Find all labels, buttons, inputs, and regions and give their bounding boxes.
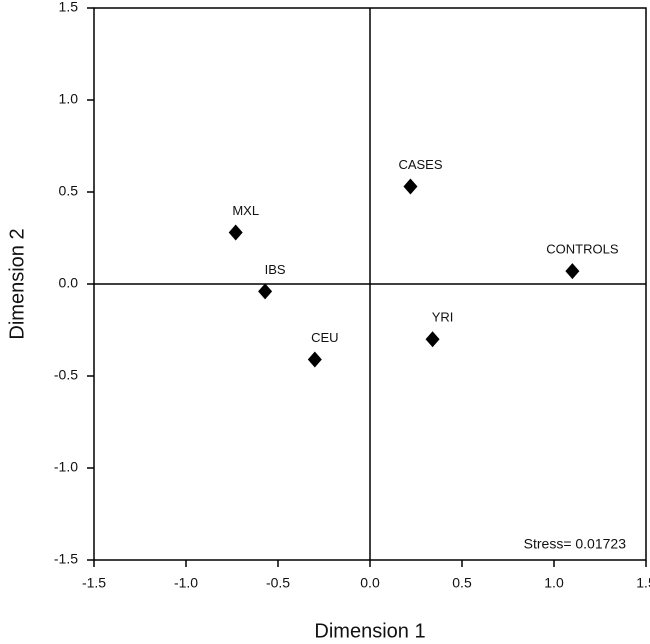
x-tick-label: 1.5 <box>636 575 650 591</box>
point <box>565 263 580 280</box>
x-tick-label: -1.5 <box>82 575 106 591</box>
point <box>403 178 418 195</box>
point-label: CONTROLS <box>546 242 619 257</box>
point <box>228 224 243 241</box>
y-tick-label: -0.5 <box>54 367 78 383</box>
point <box>425 331 440 348</box>
x-tick-label: -1.0 <box>174 575 198 591</box>
y-tick-label: -1.5 <box>54 551 78 567</box>
point <box>258 283 273 300</box>
y-axis-title: Dimension 2 <box>6 228 28 339</box>
x-tick-label: 0.0 <box>360 575 380 591</box>
y-tick-label: 0.5 <box>59 183 79 199</box>
point-label: CASES <box>398 157 442 172</box>
point <box>307 351 322 368</box>
point-label: YRI <box>432 310 454 325</box>
y-tick-label: -1.0 <box>54 459 78 475</box>
x-tick-label: -0.5 <box>266 575 290 591</box>
x-tick-label: 0.5 <box>452 575 472 591</box>
y-tick-label: 1.5 <box>59 0 79 15</box>
y-tick-label: 0.0 <box>59 275 79 291</box>
point-label: CEU <box>311 330 338 345</box>
point-label: IBS <box>265 262 286 277</box>
y-tick-label: 1.0 <box>59 91 79 107</box>
x-tick-label: 1.0 <box>544 575 564 591</box>
stress-annotation: Stress= 0.01723 <box>524 536 627 552</box>
point-label: MXL <box>232 203 259 218</box>
x-axis-title: Dimension 1 <box>314 620 425 642</box>
